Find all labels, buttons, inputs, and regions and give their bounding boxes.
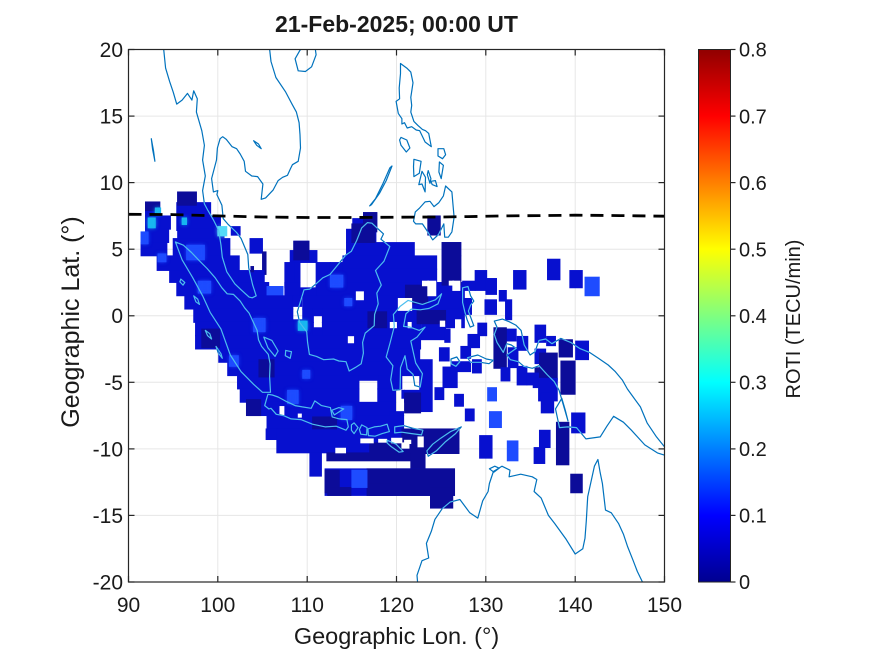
svg-text:140: 140 (558, 594, 593, 617)
svg-text:130: 130 (468, 594, 503, 617)
svg-text:0: 0 (111, 305, 123, 328)
svg-text:0.6: 0.6 (739, 173, 767, 195)
svg-text:0.7: 0.7 (739, 106, 767, 128)
svg-text:0.3: 0.3 (739, 373, 767, 395)
svg-text:110: 110 (290, 594, 323, 617)
svg-text:21-Feb-2025; 00:00 UT: 21-Feb-2025; 00:00 UT (275, 11, 518, 37)
svg-text:0: 0 (739, 572, 750, 594)
svg-text:0.5: 0.5 (739, 239, 767, 261)
svg-text:0.8: 0.8 (739, 40, 767, 62)
svg-text:-5: -5 (104, 372, 123, 395)
svg-text:0.4: 0.4 (739, 306, 767, 328)
svg-text:10: 10 (100, 172, 123, 195)
svg-text:-10: -10 (93, 438, 123, 461)
svg-text:5: 5 (111, 239, 123, 262)
svg-text:Geographic Lon. (°): Geographic Lon. (°) (294, 623, 499, 649)
svg-text:ROTI (TECU/min): ROTI (TECU/min) (783, 240, 805, 399)
svg-text:0.2: 0.2 (739, 439, 767, 461)
svg-text:100: 100 (200, 594, 235, 617)
svg-text:-20: -20 (93, 572, 123, 595)
svg-text:90: 90 (117, 594, 140, 617)
svg-text:-15: -15 (93, 505, 123, 528)
svg-text:Geographic Lat. (°): Geographic Lat. (°) (57, 216, 85, 428)
svg-text:120: 120 (379, 594, 414, 617)
svg-text:20: 20 (100, 39, 123, 62)
svg-text:0.1: 0.1 (739, 506, 767, 528)
svg-text:150: 150 (647, 594, 682, 617)
svg-text:15: 15 (100, 106, 123, 129)
